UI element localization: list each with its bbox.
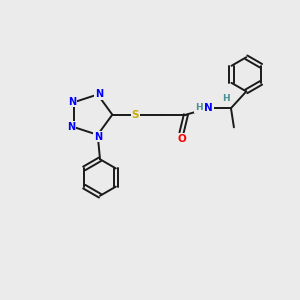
Text: N: N: [204, 103, 213, 112]
Text: S: S: [131, 110, 139, 120]
Text: N: N: [68, 97, 76, 106]
Text: H: H: [195, 103, 203, 112]
Text: O: O: [177, 134, 186, 144]
Text: H: H: [222, 94, 230, 103]
Text: N: N: [95, 89, 103, 99]
Text: N: N: [68, 122, 76, 132]
Text: N: N: [94, 132, 102, 142]
